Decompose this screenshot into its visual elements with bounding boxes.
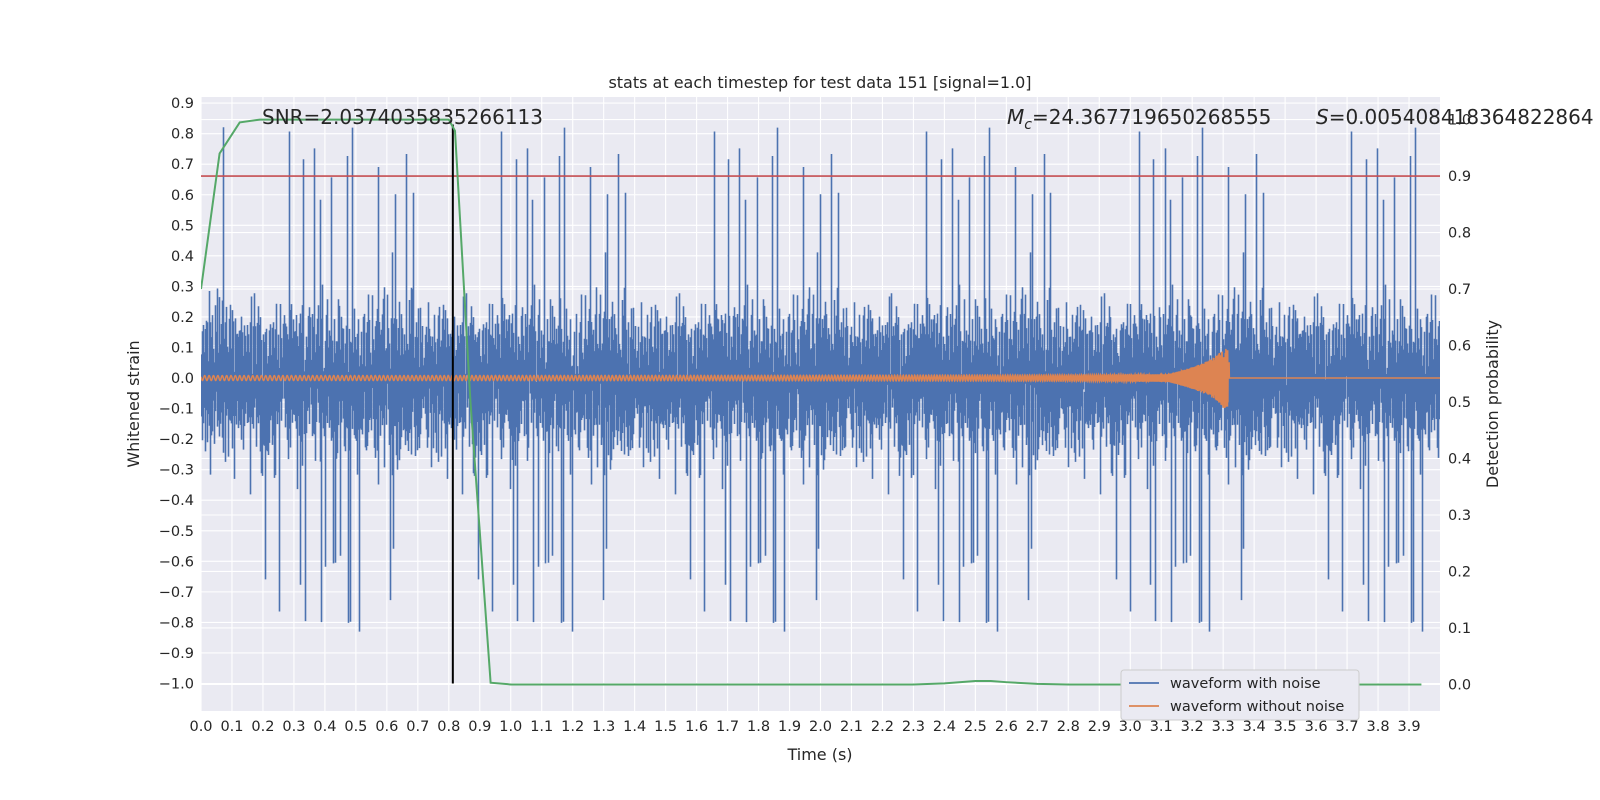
legend-label-signal: waveform without noise bbox=[1170, 699, 1344, 715]
y2-tick-label: 0.6 bbox=[1448, 339, 1471, 355]
x-tick-label: 1.4 bbox=[623, 719, 646, 735]
y-tick-label: 0.3 bbox=[171, 279, 194, 295]
y2-tick-label: 1.0 bbox=[1448, 113, 1471, 129]
x-tick-label: 1.6 bbox=[685, 719, 708, 735]
x-tick-label: 1.8 bbox=[747, 719, 770, 735]
x-tick-label: 3.5 bbox=[1274, 719, 1297, 735]
y-tick-label: 0.0 bbox=[171, 371, 194, 387]
x-tick-label: 0.2 bbox=[251, 719, 274, 735]
x-tick-label: 0.3 bbox=[282, 719, 305, 735]
snr-annotation: SNR=2.0374035835266113 bbox=[262, 105, 543, 129]
x-tick-label: 2.8 bbox=[1057, 719, 1080, 735]
chirp-mass-annotation: Mc=24.367719650268555 bbox=[1007, 105, 1271, 133]
x-tick-label: 2.3 bbox=[902, 719, 925, 735]
x-tick-label: 1.7 bbox=[716, 719, 739, 735]
x-tick-label: 1.5 bbox=[654, 719, 677, 735]
x-tick-label: 3.4 bbox=[1243, 719, 1266, 735]
y2-tick-label: 0.8 bbox=[1448, 226, 1471, 242]
legend-label-noise: waveform with noise bbox=[1170, 676, 1321, 692]
y-tick-label: −0.9 bbox=[159, 646, 194, 662]
y2-tick-label: 0.0 bbox=[1448, 677, 1471, 693]
x-tick-label: 1.2 bbox=[561, 719, 584, 735]
x-tick-label: 0.0 bbox=[189, 719, 212, 735]
x-tick-label: 0.1 bbox=[220, 719, 243, 735]
x-tick-label: 3.1 bbox=[1150, 719, 1173, 735]
y2-tick-label: 0.7 bbox=[1448, 282, 1471, 298]
x-tick-label: 2.6 bbox=[995, 719, 1018, 735]
x-tick-label: 2.5 bbox=[964, 719, 987, 735]
y-tick-label: −0.1 bbox=[159, 402, 194, 418]
x-tick-label: 3.2 bbox=[1181, 719, 1204, 735]
legend-box bbox=[1120, 669, 1360, 721]
spin-annotation: S=0.005408418364822864 bbox=[1316, 105, 1594, 129]
y-tick-label: −0.8 bbox=[159, 615, 194, 631]
y-tick-label: 0.4 bbox=[171, 249, 194, 265]
y-tick-label: 0.9 bbox=[171, 96, 194, 112]
y2-tick-label: 0.5 bbox=[1448, 395, 1471, 411]
y2-axis-label: Detection probability bbox=[1483, 320, 1502, 488]
y-tick-label: 0.7 bbox=[171, 157, 194, 173]
x-tick-labels: 0.0 0.1 0.2 0.3 0.4 0.5 0.6 0.7 0.8 0.9 1.0 1.1 1.2 1… bbox=[189, 719, 1420, 735]
x-tick-label: 3.3 bbox=[1212, 719, 1235, 735]
x-tick-label: 2.4 bbox=[933, 719, 956, 735]
legend: waveform with noise waveform without noi… bbox=[1120, 669, 1360, 721]
x-tick-label: 1.1 bbox=[530, 719, 553, 735]
x-tick-label: 1.0 bbox=[499, 719, 522, 735]
x-tick-label: 2.7 bbox=[1026, 719, 1049, 735]
x-axis-label: Time (s) bbox=[786, 745, 852, 764]
x-tick-label: 2.1 bbox=[840, 719, 863, 735]
y2-tick-label: 0.9 bbox=[1448, 169, 1471, 185]
chart-title: stats at each timestep for test data 151… bbox=[608, 73, 1031, 92]
y-tick-label: 0.8 bbox=[171, 127, 194, 143]
series-waveform-with-noise bbox=[201, 127, 1440, 632]
y-tick-label: −0.6 bbox=[159, 554, 194, 570]
x-tick-label: 3.9 bbox=[1397, 719, 1420, 735]
y-tick-label: 0.2 bbox=[171, 310, 194, 326]
x-tick-label: 0.6 bbox=[375, 719, 398, 735]
y2-tick-label: 0.2 bbox=[1448, 564, 1471, 580]
x-tick-label: 0.7 bbox=[406, 719, 429, 735]
x-tick-label: 3.7 bbox=[1336, 719, 1359, 735]
y-tick-label: −0.5 bbox=[159, 524, 194, 540]
y-tick-label: 0.5 bbox=[171, 218, 194, 234]
y-tick-label: −0.4 bbox=[159, 493, 194, 509]
x-tick-label: 0.4 bbox=[313, 719, 336, 735]
y-tick-label: −1.0 bbox=[159, 677, 194, 693]
x-tick-label: 1.3 bbox=[592, 719, 615, 735]
y-axis-label: Whitened strain bbox=[124, 340, 143, 467]
x-tick-label: 3.8 bbox=[1367, 719, 1390, 735]
x-tick-label: 2.2 bbox=[871, 719, 894, 735]
y-tick-label: 0.6 bbox=[171, 188, 194, 204]
y2-tick-label: 0.3 bbox=[1448, 508, 1471, 524]
x-tick-label: 0.5 bbox=[344, 719, 367, 735]
y2-tick-label: 0.4 bbox=[1448, 452, 1471, 468]
y-tick-label: 0.1 bbox=[171, 340, 194, 356]
y-tick-labels: 0.9 0.8 0.7 0.6 0.5 0.4 0.3 0.2 0.1 0.0 −0.1 −0.2 −0… bbox=[159, 96, 194, 692]
x-tick-label: 0.8 bbox=[437, 719, 460, 735]
series-detection-probability bbox=[201, 118, 1422, 686]
x-tick-label: 2.0 bbox=[809, 719, 832, 735]
x-tick-label: 3.6 bbox=[1305, 719, 1328, 735]
x-tick-label: 2.9 bbox=[1088, 719, 1111, 735]
series-waveform-without-noise bbox=[201, 348, 1440, 409]
x-tick-label: 1.9 bbox=[778, 719, 801, 735]
y-tick-label: −0.2 bbox=[159, 432, 194, 448]
x-tick-label: 0.9 bbox=[468, 719, 491, 735]
y-tick-label: −0.3 bbox=[159, 463, 194, 479]
x-tick-label: 3.0 bbox=[1119, 719, 1142, 735]
y2-tick-label: 0.1 bbox=[1448, 621, 1471, 637]
y-tick-label: −0.7 bbox=[159, 585, 194, 601]
y2-tick-labels: 1.0 0.9 0.8 0.7 0.6 0.5 0.4 0.3 0.2 0.1 0.0 bbox=[1448, 113, 1471, 694]
